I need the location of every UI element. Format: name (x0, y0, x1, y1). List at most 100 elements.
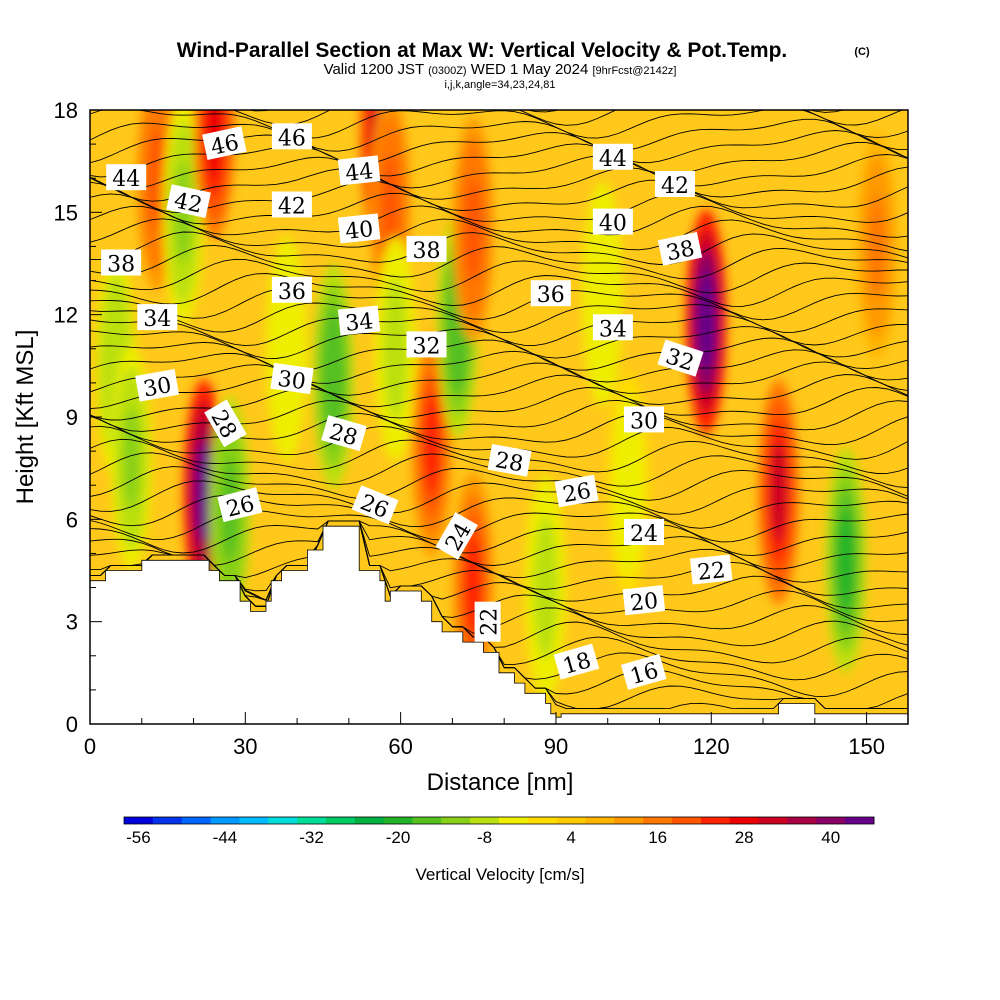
theta-label-0: 46 (202, 126, 247, 161)
theta-label-box-9 (592, 208, 633, 235)
colorbar-swatch-4 (239, 817, 269, 824)
colorbar-swatch-3 (210, 817, 240, 824)
theta-label-4: 44 (592, 143, 633, 172)
y-tick-label-15: 15 (54, 200, 78, 225)
theta-label-box-30 (624, 519, 664, 545)
theta-label-text-20: 30 (142, 373, 174, 402)
theta-label-box-34 (553, 643, 600, 680)
w-feature-16 (537, 536, 555, 639)
theta-label-text-15: 34 (143, 307, 171, 332)
theta-label-text-2: 44 (112, 167, 140, 192)
theta-label-11: 38 (406, 235, 447, 264)
x-tick-label-0: 0 (84, 734, 96, 759)
theta-label-22: 30 (624, 406, 664, 434)
isentrope-38 (90, 192, 908, 225)
theta-label-text-8: 40 (344, 217, 374, 245)
isentrope-30 (90, 302, 908, 334)
theta-label-text-28: 26 (561, 479, 593, 508)
x-tick-label-60: 60 (388, 734, 412, 759)
isentrope-33 (90, 258, 908, 294)
theta-label-box-29 (435, 512, 478, 560)
theta-label-text-13: 36 (278, 280, 306, 305)
colorbar: -56 -44 -32 -20 -8 4 16 28 40 (123, 816, 875, 847)
theta-label-text-10: 38 (107, 253, 135, 278)
chart-title: Wind-Parallel Section at Max W: Vertical… (177, 39, 788, 62)
theta-label-26: 26 (217, 487, 263, 523)
isentrope-24 (90, 374, 908, 410)
theta-label-7: 42 (655, 171, 695, 199)
colorbar-swatch-24 (816, 817, 846, 824)
theta-label-box-35 (620, 653, 667, 690)
colorbar-swatch-7 (325, 817, 356, 824)
w-feature-21 (837, 509, 855, 612)
w-feature-20 (770, 440, 788, 544)
colorbar-tick-label-1: -44 (213, 828, 238, 847)
colorbar-tick-label-8: 40 (821, 828, 840, 847)
theta-label-18: 32 (406, 331, 447, 359)
theta-label-text-0: 46 (209, 130, 242, 160)
theta-label-text-6: 42 (278, 195, 306, 220)
theta-label-6: 42 (271, 191, 312, 220)
isentrope-37 (90, 205, 908, 238)
theta-label-box-1 (271, 123, 312, 150)
theta-label-text-9: 40 (599, 212, 627, 237)
isentrope-41 (90, 154, 908, 190)
theta-label-box-5 (166, 184, 211, 218)
theta-label-box-31 (474, 601, 501, 642)
theta-label-box-6 (271, 191, 312, 218)
theta-label-text-11: 38 (413, 239, 441, 264)
colorbar-swatch-14 (527, 817, 558, 824)
colorbar-swatch-17 (614, 817, 644, 824)
theta-label-box-16 (337, 305, 381, 336)
colorbar-swatch-21 (729, 817, 760, 824)
colorbar-tick-label-7: 28 (735, 828, 754, 847)
theta-label-box-23 (204, 399, 247, 448)
theta-label-text-21: 30 (276, 367, 307, 396)
theta-label-box-3 (337, 155, 381, 186)
theta-label-20: 30 (135, 369, 180, 403)
y-tick-label-6: 6 (66, 507, 78, 532)
w-feature-10 (381, 154, 399, 257)
theta-label-box-21 (270, 362, 314, 395)
isentrope-26 (90, 349, 908, 384)
w-feature-22 (868, 195, 886, 298)
theta-label-box-26 (217, 487, 263, 523)
x-axis-label: Distance [nm] (427, 769, 574, 796)
colorbar-swatch-25 (845, 817, 875, 824)
grid-indices: i,j,k,angle=34,23,24,81 (444, 79, 555, 91)
colorbar-swatch-6 (297, 817, 327, 824)
theta-label-17: 34 (592, 314, 633, 342)
w-feature-19 (697, 270, 715, 373)
valid-date: WED 1 May 2024 (471, 61, 589, 78)
isentrope-36 (90, 218, 908, 252)
theta-label-box-11 (406, 235, 447, 262)
w-feature-14 (464, 178, 482, 281)
w-feature-8 (324, 324, 342, 428)
theta-label-32: 22 (689, 554, 733, 586)
theta-label-box-0 (202, 126, 247, 160)
theta-label-text-16: 34 (344, 309, 374, 337)
theta-label-box-25 (487, 444, 532, 477)
y-tick-label-0: 0 (66, 712, 78, 737)
theta-label-25: 28 (487, 444, 532, 478)
isentrope-25 (90, 361, 908, 396)
colorbar-swatch-12 (470, 817, 500, 824)
theta-label-12: 38 (657, 232, 703, 267)
theta-label-text-12: 38 (664, 236, 697, 266)
theta-label-box-12 (657, 232, 703, 266)
valid-utc: (0300Z) (428, 65, 467, 77)
colorbar-tick-label-5: 4 (566, 828, 575, 847)
theta-label-8: 40 (337, 213, 381, 245)
valid-prefix: Valid 1200 JST (324, 61, 424, 78)
theta-label-text-4: 44 (599, 147, 627, 172)
colorbar-frame (123, 816, 875, 825)
theta-label-text-33: 20 (629, 589, 659, 617)
theta-label-box-28 (554, 474, 599, 508)
theta-label-box-19 (657, 339, 704, 377)
terrain (90, 525, 908, 724)
theta-label-box-2 (106, 164, 147, 191)
colorbar-tick-label-6: 16 (648, 828, 667, 847)
